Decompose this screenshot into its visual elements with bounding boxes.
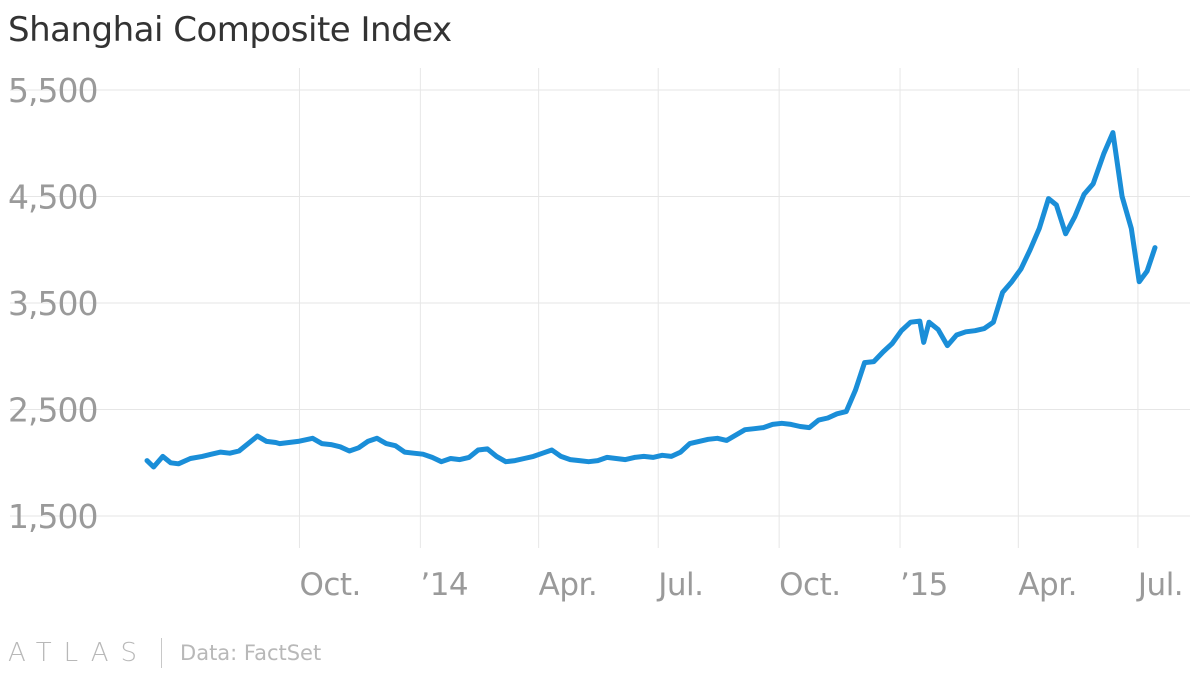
atlas-logo: ATLAS (8, 638, 150, 668)
x-axis-labels: Oct. ’14 Apr. Jul. Oct. ’15 Apr. Jul. (299, 567, 1183, 603)
data-source: Data: FactSet (180, 641, 322, 665)
y-axis-labels: 1,500 2,500 3,500 4,500 5,500 (8, 71, 98, 536)
x-tick-label: Oct. (779, 567, 840, 603)
series-line (144, 130, 1158, 470)
y-tick-label: 3,500 (8, 284, 97, 323)
x-tick-label: Jul. (656, 567, 703, 603)
y-tick-label: 1,500 (8, 497, 97, 536)
y-tick-label: 2,500 (8, 391, 97, 430)
grid-lines (10, 68, 1190, 548)
x-tick-label: Oct. (299, 567, 360, 603)
footer-divider (161, 638, 163, 668)
x-tick-label: Apr. (539, 567, 598, 603)
footer: ATLAS Data: FactSet (8, 638, 321, 668)
x-tick-label: Jul. (1136, 567, 1183, 603)
x-tick-label: ’15 (900, 567, 948, 603)
x-tick-label: ’14 (420, 567, 468, 603)
chart-title: Shanghai Composite Index (8, 10, 452, 50)
y-tick-label: 5,500 (8, 71, 97, 110)
x-tick-label: Apr. (1018, 567, 1077, 603)
y-tick-label: 4,500 (8, 178, 97, 217)
